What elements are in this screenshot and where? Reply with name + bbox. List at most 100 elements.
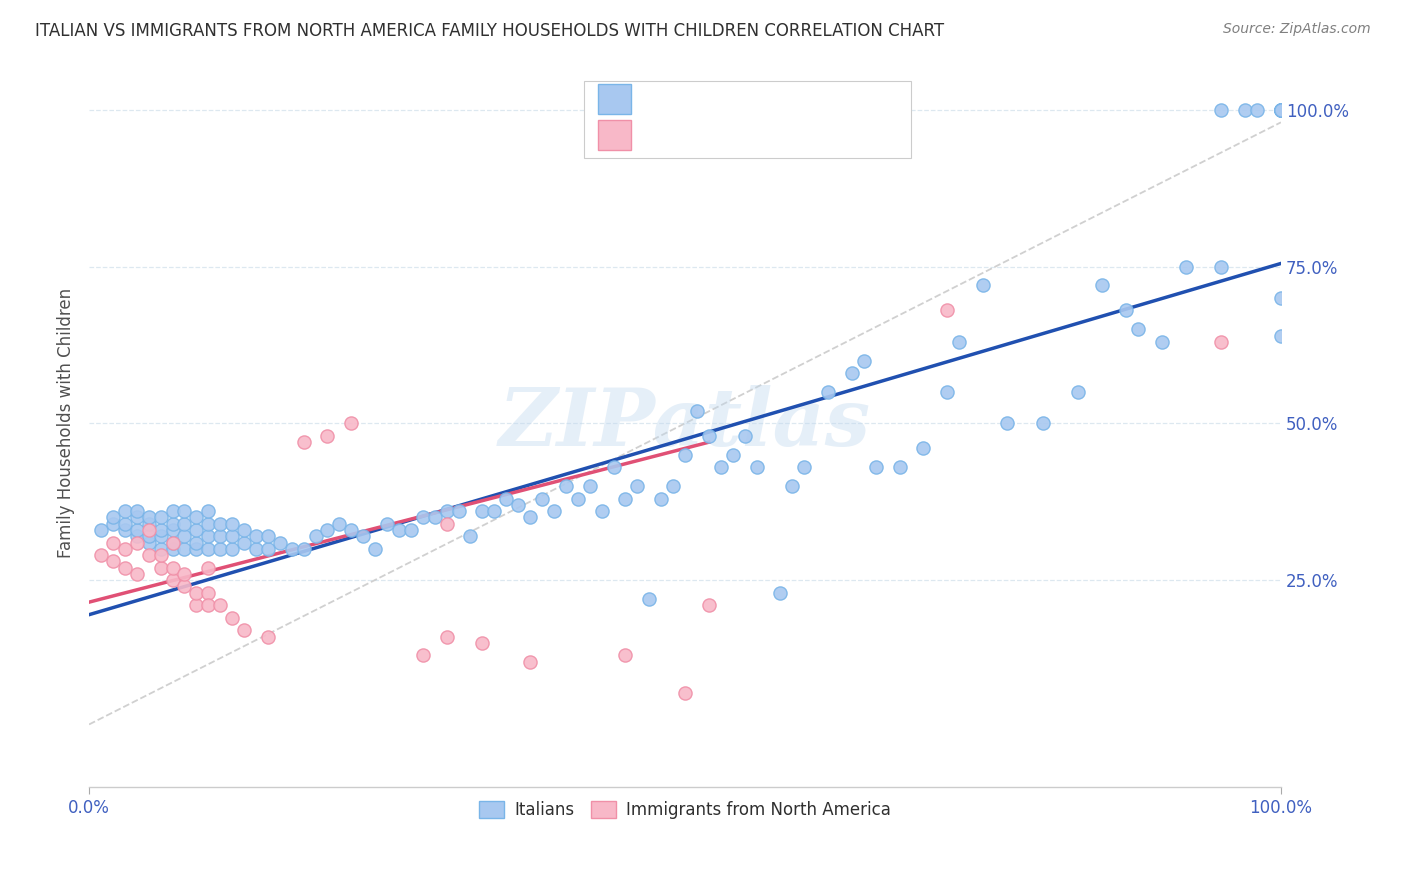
- Point: [292, 541, 315, 556]
- Point: [697, 599, 720, 613]
- Point: [1091, 278, 1114, 293]
- Point: [614, 491, 637, 506]
- Point: [186, 523, 208, 537]
- Point: [495, 491, 517, 506]
- Point: [125, 566, 148, 581]
- Point: [817, 384, 839, 399]
- Legend: Italians, Immigrants from North America: Italians, Immigrants from North America: [472, 795, 897, 826]
- Point: [1211, 260, 1233, 274]
- Point: [197, 529, 219, 543]
- Point: [614, 648, 637, 663]
- Point: [567, 491, 589, 506]
- Point: [388, 523, 411, 537]
- Point: [269, 535, 291, 549]
- Point: [316, 523, 339, 537]
- Point: [173, 529, 195, 543]
- Point: [673, 686, 696, 700]
- Point: [138, 535, 160, 549]
- Point: [304, 529, 326, 543]
- Point: [1270, 103, 1292, 117]
- FancyBboxPatch shape: [583, 81, 911, 158]
- Point: [543, 504, 565, 518]
- Point: [186, 510, 208, 524]
- Point: [114, 523, 136, 537]
- Point: [436, 504, 458, 518]
- Point: [114, 516, 136, 531]
- Point: [173, 504, 195, 518]
- Point: [233, 624, 256, 638]
- Point: [471, 504, 494, 518]
- Point: [650, 491, 672, 506]
- Point: [125, 504, 148, 518]
- Point: [149, 510, 172, 524]
- Point: [340, 417, 363, 431]
- Point: [1270, 103, 1292, 117]
- Point: [186, 599, 208, 613]
- Point: [638, 592, 661, 607]
- Point: [114, 560, 136, 574]
- Text: R = 0.350    N =  38: R = 0.350 N = 38: [645, 126, 828, 144]
- Point: [138, 523, 160, 537]
- Point: [578, 479, 600, 493]
- Point: [793, 460, 815, 475]
- Point: [328, 516, 350, 531]
- Point: [412, 510, 434, 524]
- Text: Source: ZipAtlas.com: Source: ZipAtlas.com: [1223, 22, 1371, 37]
- Point: [162, 573, 184, 587]
- Point: [186, 541, 208, 556]
- Point: [209, 599, 232, 613]
- Point: [734, 429, 756, 443]
- Point: [197, 541, 219, 556]
- Point: [662, 479, 685, 493]
- Point: [352, 529, 374, 543]
- Point: [436, 630, 458, 644]
- Point: [138, 548, 160, 562]
- Point: [149, 560, 172, 574]
- Point: [530, 491, 553, 506]
- Point: [1126, 322, 1149, 336]
- Point: [399, 523, 422, 537]
- Point: [114, 504, 136, 518]
- Point: [436, 516, 458, 531]
- Point: [101, 535, 124, 549]
- Point: [889, 460, 911, 475]
- Point: [1032, 417, 1054, 431]
- Point: [1270, 103, 1292, 117]
- Point: [710, 460, 733, 475]
- Point: [626, 479, 648, 493]
- Point: [173, 579, 195, 593]
- Point: [197, 504, 219, 518]
- Point: [721, 448, 744, 462]
- Text: R = 0.693    N = 121: R = 0.693 N = 121: [645, 90, 834, 108]
- Point: [1270, 103, 1292, 117]
- Point: [125, 510, 148, 524]
- Point: [221, 529, 243, 543]
- Point: [375, 516, 398, 531]
- Point: [221, 516, 243, 531]
- Point: [173, 516, 195, 531]
- Point: [447, 504, 470, 518]
- Bar: [598, 84, 631, 114]
- Point: [1174, 260, 1197, 274]
- Point: [412, 648, 434, 663]
- Point: [782, 479, 804, 493]
- Point: [745, 460, 768, 475]
- Point: [149, 548, 172, 562]
- Point: [673, 448, 696, 462]
- Point: [972, 278, 994, 293]
- Point: [245, 541, 267, 556]
- Point: [114, 541, 136, 556]
- Point: [257, 529, 280, 543]
- Point: [209, 541, 232, 556]
- Point: [149, 541, 172, 556]
- Point: [101, 510, 124, 524]
- Point: [173, 566, 195, 581]
- Point: [173, 541, 195, 556]
- Point: [471, 636, 494, 650]
- Point: [484, 504, 506, 518]
- Point: [209, 516, 232, 531]
- Point: [233, 535, 256, 549]
- Point: [221, 541, 243, 556]
- Point: [197, 560, 219, 574]
- Point: [138, 516, 160, 531]
